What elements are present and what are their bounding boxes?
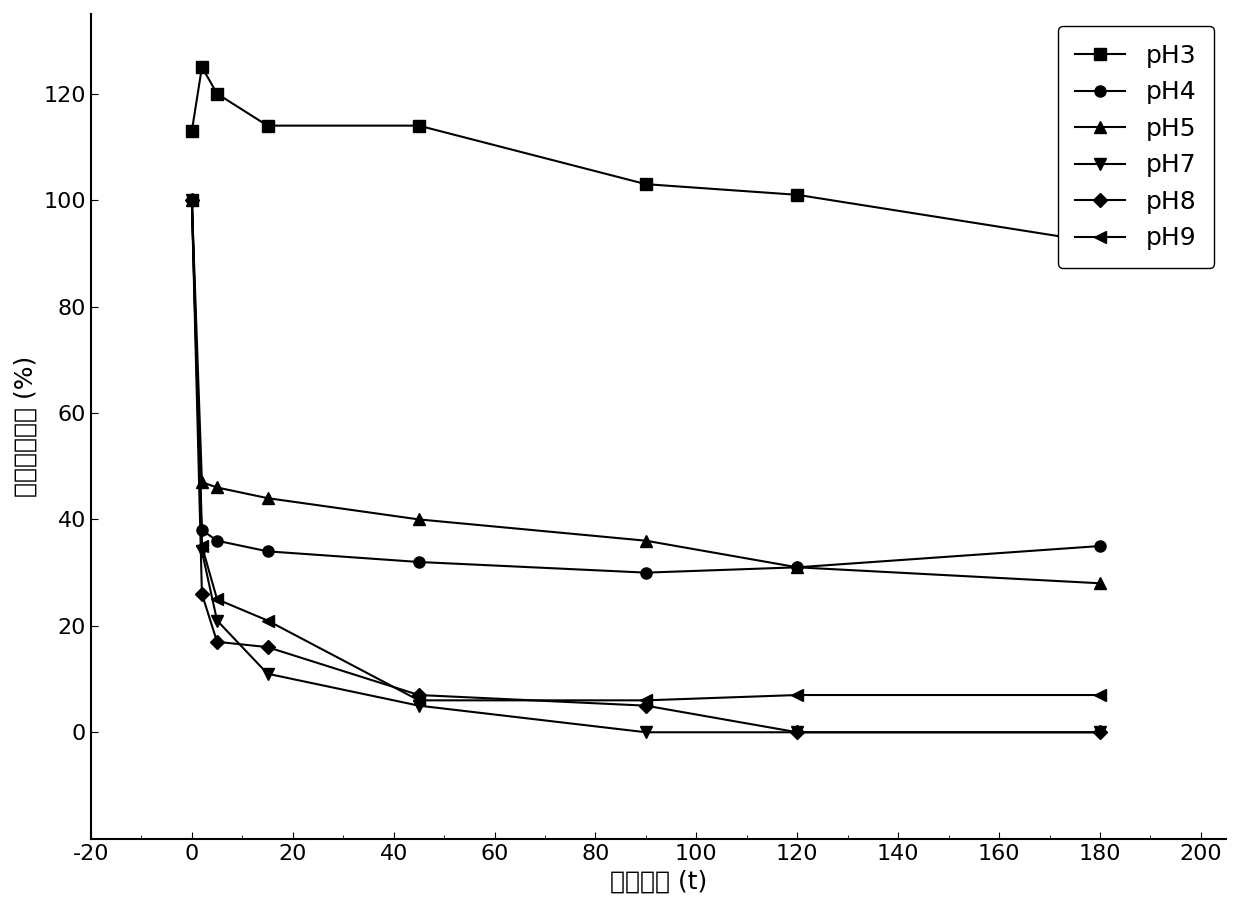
pH9 bbox=[185, 195, 200, 206]
pH3 bbox=[790, 190, 805, 200]
pH5 bbox=[195, 477, 210, 488]
pH5 bbox=[210, 482, 224, 493]
pH9 bbox=[260, 615, 275, 626]
pH7 bbox=[412, 700, 427, 711]
pH8 bbox=[260, 641, 275, 652]
Line: pH4: pH4 bbox=[186, 195, 1106, 578]
Y-axis label: 联苯胺剩余率 (%): 联苯胺剩余率 (%) bbox=[14, 356, 38, 497]
pH9 bbox=[412, 695, 427, 706]
pH8 bbox=[195, 589, 210, 600]
pH7 bbox=[185, 195, 200, 206]
pH4 bbox=[1092, 541, 1107, 551]
pH4 bbox=[195, 524, 210, 535]
pH9 bbox=[1092, 689, 1107, 700]
pH5 bbox=[790, 561, 805, 572]
pH8 bbox=[412, 689, 427, 700]
pH7 bbox=[260, 668, 275, 679]
pH8 bbox=[790, 727, 805, 737]
pH9 bbox=[195, 541, 210, 551]
Line: pH8: pH8 bbox=[187, 195, 1105, 737]
pH4 bbox=[639, 567, 653, 578]
pH4 bbox=[185, 195, 200, 206]
pH7 bbox=[210, 615, 224, 626]
Line: pH7: pH7 bbox=[186, 195, 1106, 737]
pH7 bbox=[639, 727, 653, 737]
pH9 bbox=[790, 689, 805, 700]
pH8 bbox=[639, 700, 653, 711]
X-axis label: 反应时间 (t): 反应时间 (t) bbox=[610, 869, 707, 893]
pH4 bbox=[260, 546, 275, 557]
pH5 bbox=[185, 195, 200, 206]
Legend: pH3, pH4, pH5, pH7, pH8, pH9: pH3, pH4, pH5, pH7, pH8, pH9 bbox=[1058, 26, 1214, 268]
Line: pH5: pH5 bbox=[186, 195, 1106, 589]
Line: pH9: pH9 bbox=[186, 195, 1106, 706]
Line: pH3: pH3 bbox=[186, 62, 1106, 249]
pH8 bbox=[185, 195, 200, 206]
pH4 bbox=[790, 561, 805, 572]
pH3 bbox=[260, 121, 275, 132]
pH3 bbox=[195, 62, 210, 73]
pH5 bbox=[412, 514, 427, 525]
pH3 bbox=[185, 125, 200, 136]
pH5 bbox=[1092, 578, 1107, 589]
pH8 bbox=[210, 637, 224, 648]
pH7 bbox=[1092, 727, 1107, 737]
pH9 bbox=[210, 594, 224, 605]
pH3 bbox=[210, 88, 224, 99]
pH8 bbox=[1092, 727, 1107, 737]
pH7 bbox=[195, 546, 210, 557]
pH7 bbox=[790, 727, 805, 737]
pH3 bbox=[639, 179, 653, 190]
pH3 bbox=[412, 121, 427, 132]
pH5 bbox=[639, 535, 653, 546]
pH5 bbox=[260, 493, 275, 503]
pH3 bbox=[1092, 238, 1107, 249]
pH4 bbox=[210, 535, 224, 546]
pH9 bbox=[639, 695, 653, 706]
pH4 bbox=[412, 557, 427, 568]
